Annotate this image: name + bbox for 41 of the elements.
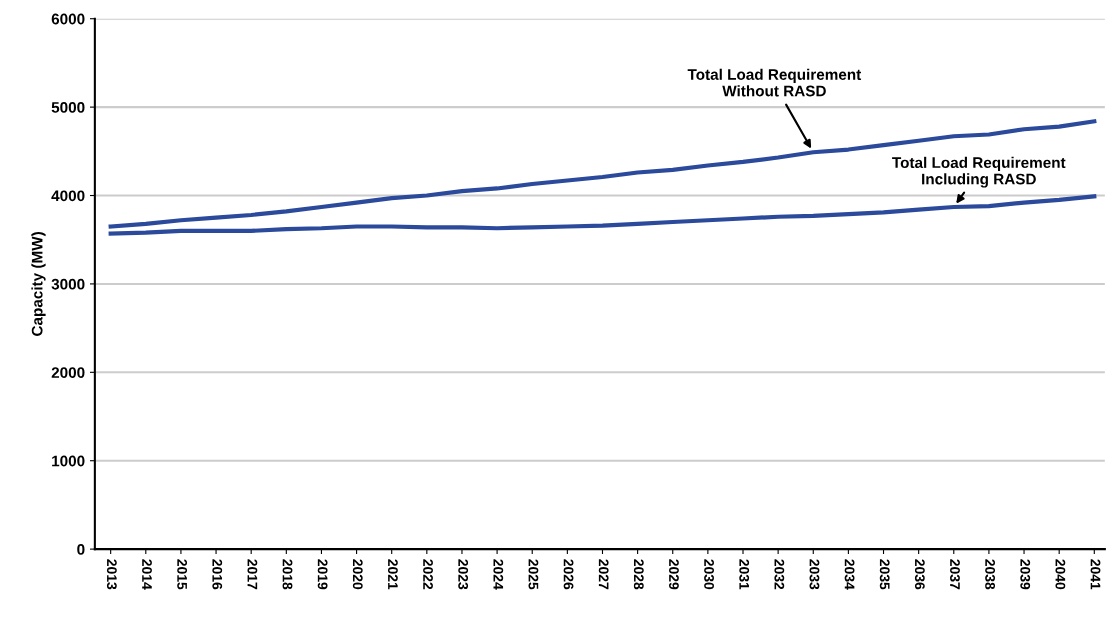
x-tick-label: 2031 <box>739 559 750 590</box>
x-tick-label: 2032 <box>774 559 785 590</box>
y-axis-title: Capacity (MW) <box>31 232 46 336</box>
x-tick-label: 2030 <box>704 559 714 590</box>
x-tick-label: 2018 <box>282 559 293 590</box>
x-tick-label: 2039 <box>1020 559 1031 590</box>
x-tick-label: 2025 <box>528 559 539 590</box>
y-tick-label: 3000 <box>51 278 85 290</box>
annotation: Total Load Requirement Including RASD <box>892 156 1066 188</box>
x-tick-label: 2022 <box>423 559 433 590</box>
annotation: Total Load Requirement Without RASD <box>687 68 862 97</box>
x-tick-label: 2036 <box>914 559 925 590</box>
y-tick-label: 2000 <box>51 367 85 379</box>
x-tick-label: 2020 <box>352 559 363 590</box>
x-tick-label: 2015 <box>177 559 188 590</box>
line-series <box>108 119 1097 229</box>
x-tick-label: 2041 <box>1090 559 1101 590</box>
x-tick-label: 2013 <box>106 559 117 590</box>
y-tick-label: 5000 <box>51 101 85 113</box>
x-tick-label: 2017 <box>247 559 258 590</box>
y-tick-label: 4000 <box>51 190 85 202</box>
x-tick-label: 2021 <box>387 559 398 590</box>
x-tick-label: 2037 <box>950 559 960 590</box>
y-tick-label: 1000 <box>52 455 85 467</box>
x-tick-label: 2026 <box>563 559 574 590</box>
x-tick-label: 2024 <box>493 559 504 590</box>
x-tick-label: 2033 <box>809 559 820 590</box>
x-tick-label: 2035 <box>879 559 890 590</box>
x-tick-label: 2038 <box>985 559 996 590</box>
x-tick-label: 2040 <box>1055 559 1066 590</box>
x-tick-label: 2019 <box>317 559 328 590</box>
x-tick-label: 2027 <box>598 559 609 590</box>
x-tick-label: 2023 <box>458 559 469 590</box>
x-tick-label: 2034 <box>844 559 855 590</box>
line-series <box>108 194 1097 236</box>
y-tick-label: 6000 <box>51 13 85 25</box>
x-tick-label: 2014 <box>142 559 152 590</box>
x-tick-label: 2016 <box>212 559 223 590</box>
y-tick-label: 0 <box>77 543 85 555</box>
x-tick-label: 2029 <box>669 559 679 590</box>
x-tick-label: 2028 <box>633 559 644 590</box>
